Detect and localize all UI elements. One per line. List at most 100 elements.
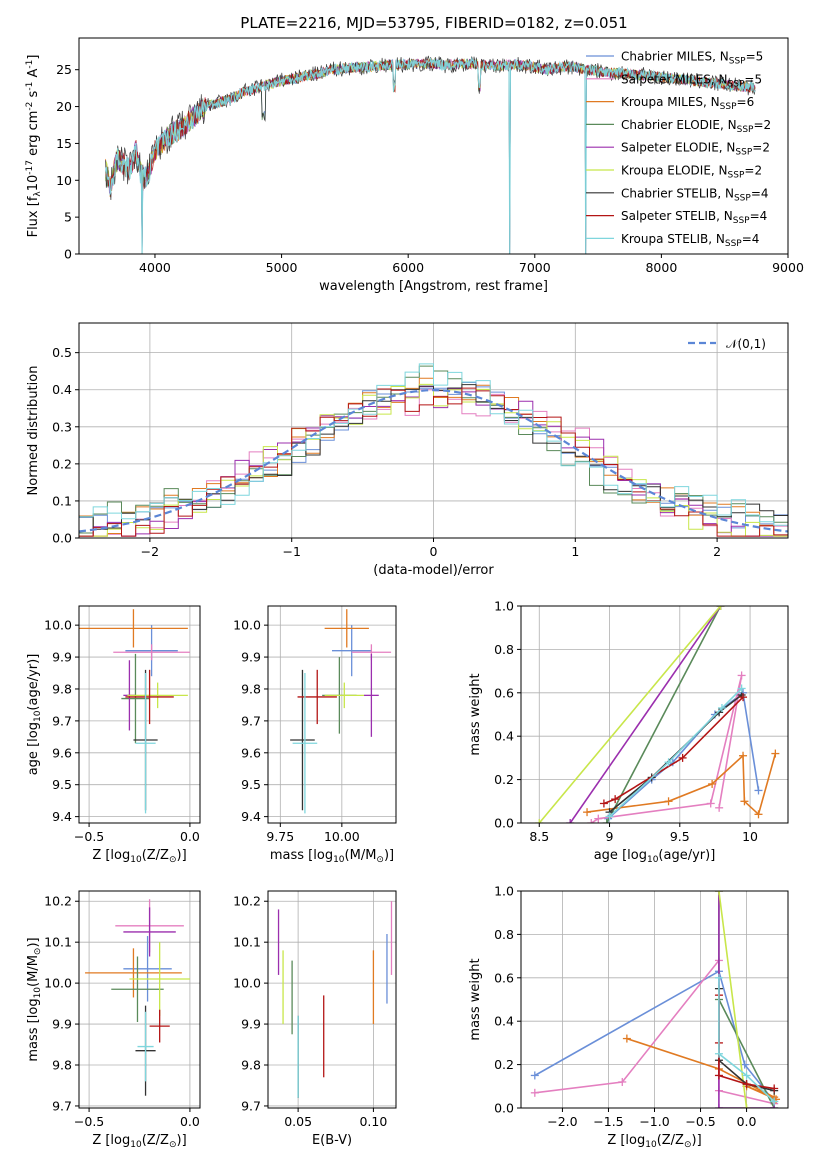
errorbar-points (290, 609, 392, 814)
y-tick-label: 0.2 (494, 772, 514, 787)
weight-marker (742, 1071, 751, 1080)
x-axis-label: Z [log10(Z/Z⊙)] (607, 1133, 701, 1150)
y-tick-label: 10.0 (233, 618, 261, 633)
histogram-steps (79, 363, 788, 537)
y-axis-label: Flux [fλ10-17 erg cm-2 s-1 A-1] (25, 55, 43, 238)
spectrum-series-line (105, 58, 756, 254)
y-tick-label: 9.5 (241, 777, 261, 792)
x-tick-label: −0.5 (685, 1114, 715, 1129)
weight-marker (706, 799, 715, 808)
y-tick-label: 10.2 (233, 894, 261, 909)
y-tick-label: 9.9 (52, 1017, 72, 1032)
y-tick-label: 10 (56, 173, 72, 188)
y-tick-label: 25 (56, 62, 72, 77)
weight-series-line (605, 606, 722, 823)
x-tick-label: −2 (141, 544, 159, 559)
y-axis-label: mass weight (468, 958, 483, 1040)
weight-marker (714, 891, 723, 895)
weight-series-line (718, 977, 775, 1103)
x-tick-label: 0.05 (284, 1114, 312, 1129)
weight-marker (754, 786, 763, 795)
y-tick-label: 9.7 (52, 713, 72, 728)
y-tick-label: 9.4 (52, 809, 72, 824)
weight-marker (664, 797, 673, 806)
figure-title: PLATE=2216, MJD=53795, FIBERID=0182, z=0… (240, 14, 627, 32)
x-tick-label: 0.0 (180, 829, 200, 844)
x-tick-label: 0.0 (737, 1114, 757, 1129)
weight-series-line (608, 687, 743, 818)
histogram-series (79, 384, 788, 530)
x-tick-label: 2 (713, 544, 721, 559)
x-tick-label: 0.0 (180, 1114, 200, 1129)
weight-marker (611, 795, 620, 804)
axes-frame (267, 890, 397, 1109)
y-tick-label: 15 (56, 136, 72, 151)
y-tick-label: 10.1 (233, 935, 261, 950)
y-tick-label: 9.9 (241, 650, 261, 665)
weight-marker (708, 779, 717, 788)
axes-frame (78, 890, 201, 1109)
legend-label: Salpeter MILES, NSSP=5 (621, 72, 762, 89)
y-tick-label: 9.5 (52, 777, 72, 792)
x-tick-label: 4000 (139, 260, 171, 275)
x-tick-label: 0 (430, 544, 438, 559)
weight-marker (714, 973, 723, 982)
y-tick-label: 9.7 (241, 713, 261, 728)
y-axis-label: age [log10(age/yr)] (26, 654, 43, 776)
y-tick-label: 9.8 (52, 681, 72, 696)
panel-mass-vs-EBV: 0.05 0.10 9.7 9.8 9.9 10.0 10.1 10.2 E(B-V) (233, 890, 397, 1148)
x-tick-label: 10.00 (324, 829, 360, 844)
weight-marker (715, 708, 724, 717)
y-tick-label: 9.8 (52, 1058, 72, 1073)
y-tick-label: 0.3 (52, 419, 72, 434)
panel-weights-vs-age: 8.5 9 9.5 10 0.0 0.2 0.4 0.6 0.8 1.0 age [log10(ag… (468, 599, 789, 865)
weight-marker (771, 749, 780, 758)
y-tick-label: 9.8 (241, 1058, 261, 1073)
y-axis-label: Normed distribution (26, 366, 41, 496)
panel-spectrum: 4000 5000 6000 7000 8000 9000 0 5 10 15 20 25 wavele… (25, 37, 804, 294)
weight-marker (740, 797, 749, 806)
spectrum-lines (105, 55, 756, 254)
y-tick-label: 0.8 (494, 642, 514, 657)
x-axis-label: wavelength [Angstrom, rest frame] (319, 279, 548, 294)
weight-marker (770, 1084, 779, 1093)
weight-lines (530, 891, 781, 1108)
panel-mass-vs-Z: −0.5 0.0 9.7 9.8 9.9 10.0 10.1 10.2 Z [log10(Z/Z… (26, 890, 201, 1150)
weight-marker (530, 1088, 539, 1097)
x-tick-label: 6000 (392, 260, 424, 275)
weight-series-line (603, 696, 744, 805)
weight-marker (737, 671, 746, 680)
errorbar-point (125, 669, 174, 725)
y-tick-label: 0.6 (494, 970, 514, 985)
errorbar-point (324, 682, 364, 709)
errorbar-point (127, 682, 188, 709)
spectrum-series-line (105, 58, 756, 194)
weight-marker (602, 819, 611, 823)
errorbar-point (85, 948, 182, 998)
spectrum-series-line (105, 57, 756, 254)
y-tick-label: 9.7 (52, 1098, 72, 1113)
y-tick-label: 0.5 (52, 345, 72, 360)
y-tick-label: 10.0 (233, 976, 261, 991)
y-tick-label: 9.9 (52, 650, 72, 665)
x-tick-label: 0.10 (359, 1114, 387, 1129)
errorbar-point (292, 673, 318, 814)
weight-series-line (534, 970, 775, 1102)
y-tick-label: 0.0 (494, 816, 514, 831)
weight-marker (594, 814, 603, 823)
weight-marker (754, 810, 763, 819)
x-tick-label: 9.75 (266, 829, 294, 844)
weight-marker (742, 1080, 751, 1089)
legend-label: Kroupa MILES, NSSP=6 (621, 95, 754, 112)
panel-age-vs-Z: −0.5 0.0 9.4 9.5 9.6 9.7 9.8 9.9 10.0 Z [log10(Z/… (26, 605, 201, 865)
axes-frame (267, 605, 397, 824)
legend-label: Chabrier STELIB, NSSP=4 (621, 186, 769, 203)
legend-label: 𝒩(0,1) (726, 337, 766, 351)
legend-label: Salpeter STELIB, NSSP=4 (621, 209, 767, 226)
y-tick-label: 10.1 (44, 935, 72, 950)
x-tick-label: −0.5 (74, 1114, 104, 1129)
y-tick-label: 0.2 (52, 456, 72, 471)
weight-marker (739, 751, 748, 760)
y-tick-label: 0.2 (494, 1057, 514, 1072)
errorbar-point (135, 673, 156, 814)
